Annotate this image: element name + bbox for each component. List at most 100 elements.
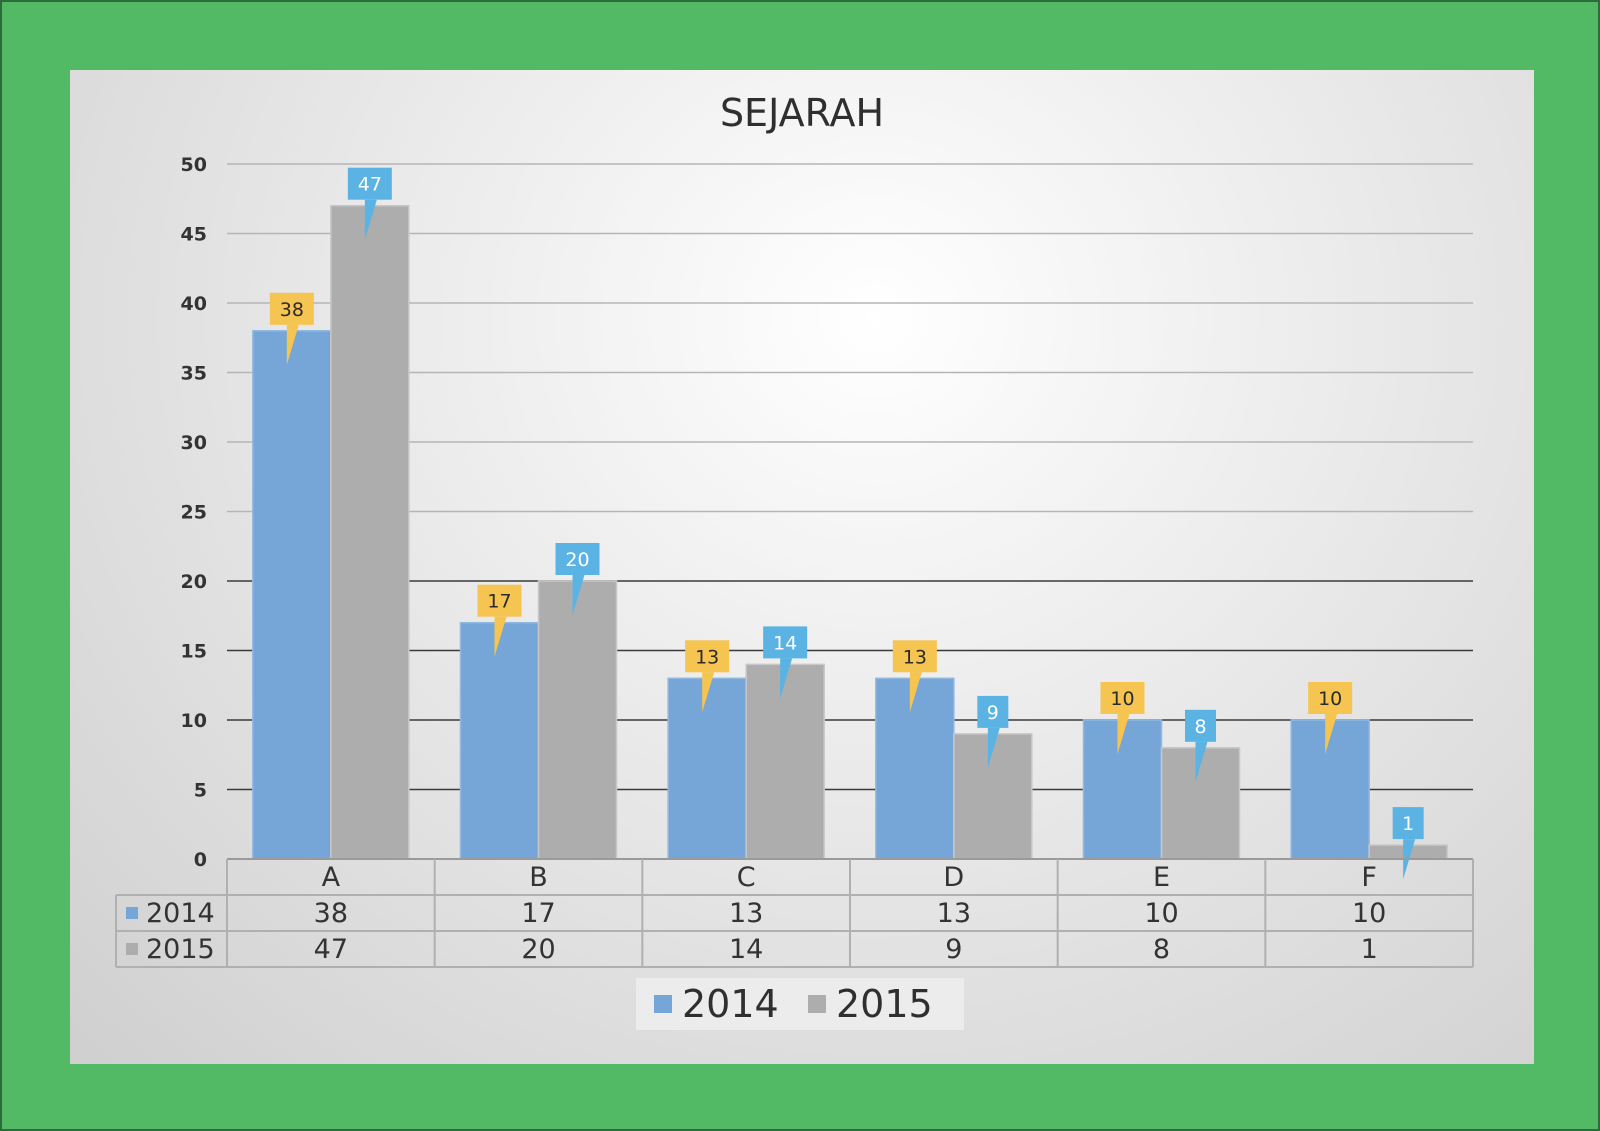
data-label-text: 8 [1194,716,1206,738]
table-series-name: 2015 [146,934,215,965]
data-label: 38 [269,292,314,365]
data-label-pointer [572,575,585,615]
data-label: 10 [1308,682,1353,754]
data-label-text: 47 [358,174,382,196]
data-label: 10 [1100,682,1145,754]
x-category-label: B [529,862,548,893]
data-label-box [347,167,392,200]
data-label-pointer [1325,714,1338,754]
data-label-text: 13 [903,646,927,668]
legend-key [808,995,826,1013]
data-label-text: 9 [987,702,999,724]
data-label-box [1100,682,1145,714]
y-tick-label: 40 [181,293,207,315]
bar [1290,719,1370,860]
data-label-text: 10 [1110,688,1134,710]
data-label-box [555,543,600,575]
y-tick-label: 5 [194,780,207,802]
table-cell-value: 10 [1352,898,1386,929]
data-label-box [763,626,808,659]
table-series-name: 2014 [146,898,215,929]
data-label: 14 [763,626,808,699]
legend-box [636,978,964,1030]
bar [745,663,825,860]
y-tick-label: 0 [194,849,207,871]
y-axis-ticks: 0 5 10 15 20 25 30 35 40 45 50 [181,154,207,871]
x-category-label: E [1153,862,1170,893]
bar [875,677,955,860]
data-label-box [1308,682,1353,714]
table-cell-value: 47 [314,934,348,965]
data-label-pointer [1117,714,1130,754]
y-tick-label: 30 [181,432,207,454]
data-label-box [685,640,730,673]
y-tick-label: 20 [181,571,207,593]
bar [459,621,540,860]
data-label: 9 [977,695,1009,768]
data-labels: 38 47 17 20 13 14 13 9 10 8 10 1 [269,167,1424,880]
data-label-box [1392,807,1424,840]
bar [252,330,332,860]
table-cell-value: 10 [1144,898,1178,929]
data-label: 1 [1392,807,1424,880]
data-label-pointer [909,672,922,713]
data-label-box [977,695,1009,728]
x-category-label: D [943,862,964,893]
data-label-box [269,292,314,325]
data-label-text: 17 [487,591,511,613]
data-label-pointer [702,672,715,713]
table-cell-value: 13 [729,898,763,929]
bar [1160,747,1241,860]
table-legend-key [126,943,138,955]
data-label-pointer [987,727,1000,768]
data-label-box [477,584,522,617]
data-label-text: 14 [773,632,797,654]
data-label-pointer [1195,741,1208,782]
y-tick-label: 45 [181,224,207,246]
table-cell-value: 9 [945,934,962,965]
data-label: 13 [892,640,937,713]
bar [667,677,747,860]
data-label: 17 [477,584,522,657]
y-tick-label: 25 [181,502,207,524]
data-label-pointer [494,616,507,657]
legend-label: 2015 [836,982,933,1026]
table-cell-value: 17 [521,898,555,929]
data-label-box [1185,709,1216,742]
table-cell-value: 14 [729,934,763,965]
x-category-label: C [737,862,756,893]
table-cell-value: 13 [937,898,971,929]
chart: SEJARAH 0 5 10 15 20 25 30 35 40 45 50 38 47 17 20 13 1… [115,91,1474,1030]
chart-title: SEJARAH [720,91,884,135]
data-label-text: 38 [280,299,304,321]
grid-lines [227,163,1473,860]
data-label: 20 [555,543,600,615]
data-label-text: 20 [565,549,589,571]
legend-key [654,995,672,1013]
y-tick-label: 10 [181,710,207,732]
data-label-pointer [286,324,299,365]
legend-label: 2014 [682,982,779,1026]
table-cell-value: 38 [314,898,348,929]
y-tick-label: 35 [181,363,207,385]
data-label-text: 1 [1402,813,1414,835]
y-tick-label: 15 [181,641,207,663]
table-cell-value: 1 [1361,934,1378,965]
table-cell-value: 20 [521,934,555,965]
data-label: 13 [685,640,730,713]
data-label: 47 [347,167,392,240]
y-tick-label: 50 [181,154,207,176]
x-category-label: A [322,862,341,893]
bar [953,733,1033,860]
data-label-pointer [780,658,793,699]
table-legend-key [126,907,138,919]
data-label-pointer [364,199,377,240]
table-cell-value: 8 [1153,934,1170,965]
legend: 2014 2015 [636,978,964,1030]
bar [330,204,410,860]
bar [1082,719,1163,860]
chart-panel: SEJARAH 0 5 10 15 20 25 30 35 40 45 50 38 47 17 20 13 1… [70,70,1534,1064]
x-category-label: F [1361,862,1377,893]
